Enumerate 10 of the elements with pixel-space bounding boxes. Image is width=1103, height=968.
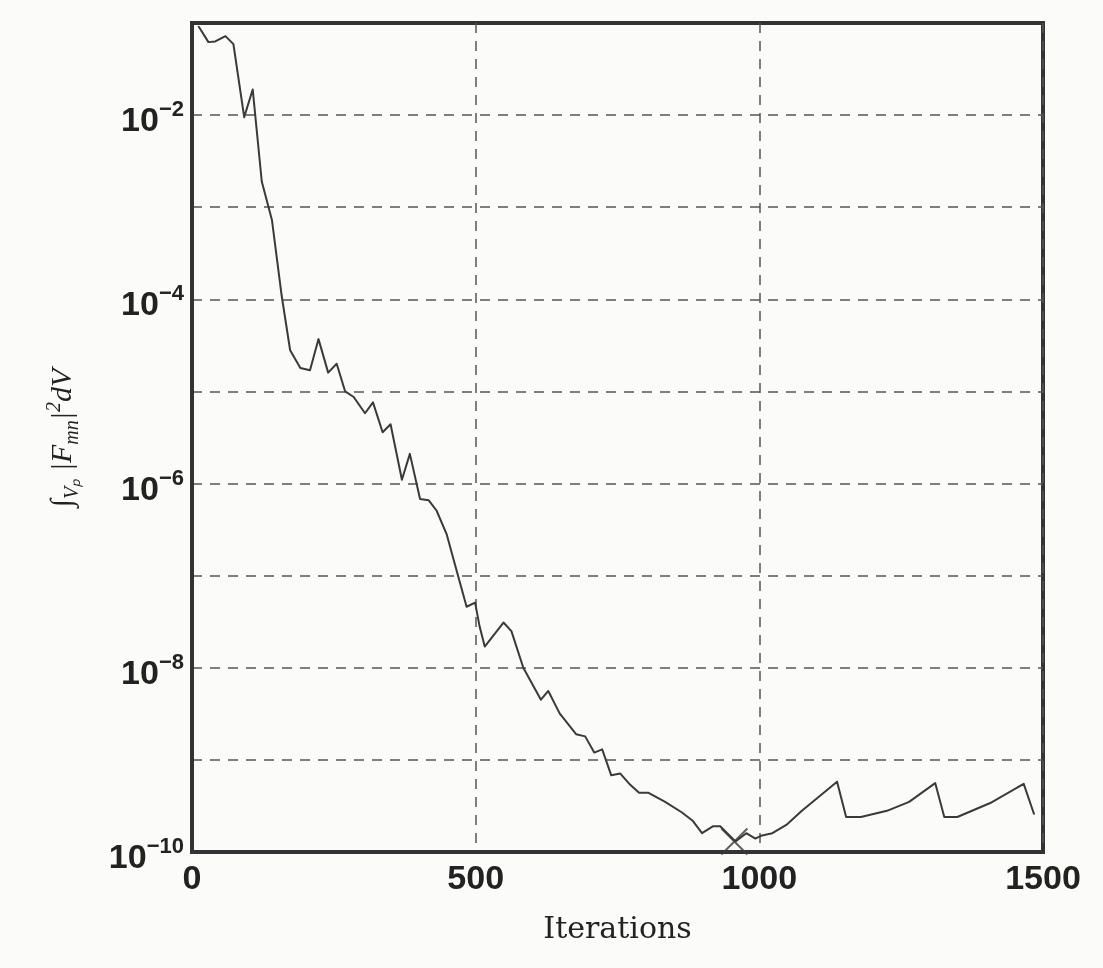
y-tick-label: 10$^{−4}$ — [121, 280, 184, 323]
x-tick-label: 1500 — [1005, 858, 1081, 896]
x-axis-title: Iterations — [543, 909, 692, 945]
x-tick-label: 500 — [447, 858, 505, 896]
x-tick-label: 1000 — [721, 858, 798, 896]
y-tick-label: 10$^{−10}$ — [108, 833, 184, 875]
y-tick-label: 10$^{−6}$ — [121, 464, 184, 507]
x-tick-label: 0 — [182, 858, 202, 896]
y-tick-label: 10$^{−8}$ — [121, 648, 184, 691]
y-tick-label: 10$^{−2}$ — [121, 96, 184, 139]
